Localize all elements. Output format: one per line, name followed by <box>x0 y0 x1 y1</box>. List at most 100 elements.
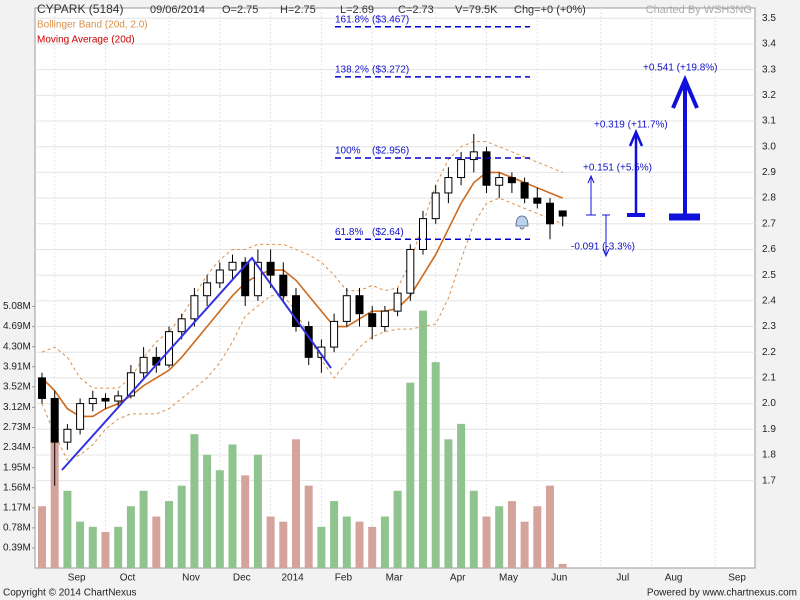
candle-body <box>419 218 427 250</box>
fib-price: ($2.956) <box>372 146 409 157</box>
volume-bar <box>533 506 542 568</box>
annotation: +0.541 (+19.8%) <box>643 63 718 74</box>
candle-body <box>317 346 326 358</box>
volume-bar <box>253 454 262 568</box>
x-tick-label: Dec <box>233 573 251 584</box>
trend-zigzag <box>61 256 332 471</box>
volume-bar <box>330 501 339 568</box>
tick-layer: 1.7 1.8 1.9 2.0 2.1 2.2 2.3 2.4 2.5 2.6 2.7 2.8 2.9 3… <box>3 13 776 584</box>
y2-tick-label: 2.73M <box>3 422 31 433</box>
candle-body <box>469 151 478 161</box>
legend-entry: Bollinger Band (20d, 2.0) <box>37 20 148 31</box>
arrows <box>586 74 700 258</box>
header-high: H=2.75 <box>280 4 316 16</box>
volume-bar <box>457 423 466 568</box>
x-tick-label: Jul <box>616 573 629 584</box>
y-tick-label: 1.8 <box>762 450 776 461</box>
annotation: -0.091 (-3.3%) <box>571 242 635 253</box>
candle-body <box>342 295 351 322</box>
fib-label: 138.2% <box>335 64 369 75</box>
y2-tick-label: 0.39M <box>3 543 31 554</box>
volume-bar <box>304 485 313 568</box>
volume-bar <box>558 563 567 568</box>
candle-body <box>63 428 72 443</box>
candle-body <box>215 269 224 284</box>
candle-body <box>558 210 567 217</box>
fib-layer: 161.8% ($3.467) 138.2% ($3.272) 100% ($2.956)… <box>335 14 530 240</box>
x-tick-label: Aug <box>665 573 683 584</box>
candle-body <box>495 177 504 186</box>
y-tick-label: 1.9 <box>762 424 776 435</box>
candle-body <box>101 397 110 402</box>
x-tick-label: May <box>499 573 518 584</box>
volume-bar <box>88 526 97 568</box>
y-tick-label: 2.8 <box>762 193 776 204</box>
alert-icon <box>515 215 529 230</box>
candle-body <box>380 310 389 328</box>
volume-bar <box>152 516 161 568</box>
candle-layer <box>38 133 567 486</box>
candle-body <box>165 331 173 366</box>
volume-bar <box>292 439 300 568</box>
volume-layer <box>38 310 567 568</box>
candle-body <box>241 261 250 297</box>
arrow-head <box>628 128 644 147</box>
moving-average <box>41 171 564 418</box>
annotation: +0.151 (+5.5%) <box>583 163 652 174</box>
x-tick-label: Jun <box>551 573 567 584</box>
candle-body <box>50 397 59 443</box>
volume-bar <box>139 490 148 568</box>
volume-bar <box>546 485 554 568</box>
fib-label: 161.8% <box>335 14 369 25</box>
header-open: O=2.75 <box>222 4 258 16</box>
y2-tick-label: 3.52M <box>3 381 31 392</box>
candle-body <box>203 282 212 297</box>
volume-bar <box>368 526 377 568</box>
x-tick-label: Sep <box>728 573 746 584</box>
volume-bar <box>76 521 85 568</box>
y2-tick-label: 1.56M <box>3 482 31 493</box>
candle-body <box>139 356 148 374</box>
candle-body <box>279 274 288 297</box>
fib-price: ($3.272) <box>372 64 409 75</box>
candle-body <box>355 295 364 315</box>
y-tick-label: 2.2 <box>762 347 776 358</box>
chart-title: CYPARK (5184) <box>37 2 123 16</box>
y-tick-label: 2.3 <box>762 321 776 332</box>
candle-body <box>444 177 453 194</box>
x-tick-label: 2014 <box>281 573 304 584</box>
candle-body <box>520 182 529 199</box>
volume-bar <box>419 310 427 568</box>
candle-body <box>88 397 97 405</box>
y2-tick-label: 4.69M <box>3 321 31 332</box>
fib-label: 61.8% <box>335 227 363 238</box>
volume-bar <box>507 501 516 568</box>
volume-bar <box>126 506 135 568</box>
y-tick-label: 1.7 <box>762 475 776 486</box>
y2-tick-label: 3.91M <box>3 361 31 372</box>
candle-body <box>177 318 186 333</box>
footer: Powered by www.chartnexus.com <box>647 588 797 599</box>
y-tick-label: 3.1 <box>762 116 776 127</box>
y-tick-label: 2.5 <box>762 270 776 281</box>
y-tick-label: 3.0 <box>762 141 776 152</box>
header-volume: V=79.5K <box>455 4 498 16</box>
header-close: C=2.73 <box>398 4 434 16</box>
footer: Copyright © 2014 ChartNexus <box>3 588 137 599</box>
y-tick-label: 2.4 <box>762 295 776 306</box>
volume-bar <box>165 501 173 568</box>
y-tick-label: 3.4 <box>762 39 776 50</box>
volume-bar <box>355 521 364 568</box>
y-tick-label: 2.0 <box>762 398 776 409</box>
header-change: Chg=+0 (+0%) <box>514 4 586 16</box>
candle-body <box>114 395 123 402</box>
y-tick-label: 3.5 <box>762 13 776 24</box>
plot-area <box>34 7 756 569</box>
candle-body <box>368 313 377 328</box>
y2-tick-label: 1.17M <box>3 502 31 513</box>
volume-bar <box>215 470 224 568</box>
y-tick-label: 3.2 <box>762 90 776 101</box>
y2-tick-label: 5.08M <box>3 301 31 312</box>
y2-tick-label: 1.95M <box>3 462 31 473</box>
credit: Charted By WSH3NG <box>646 4 752 16</box>
